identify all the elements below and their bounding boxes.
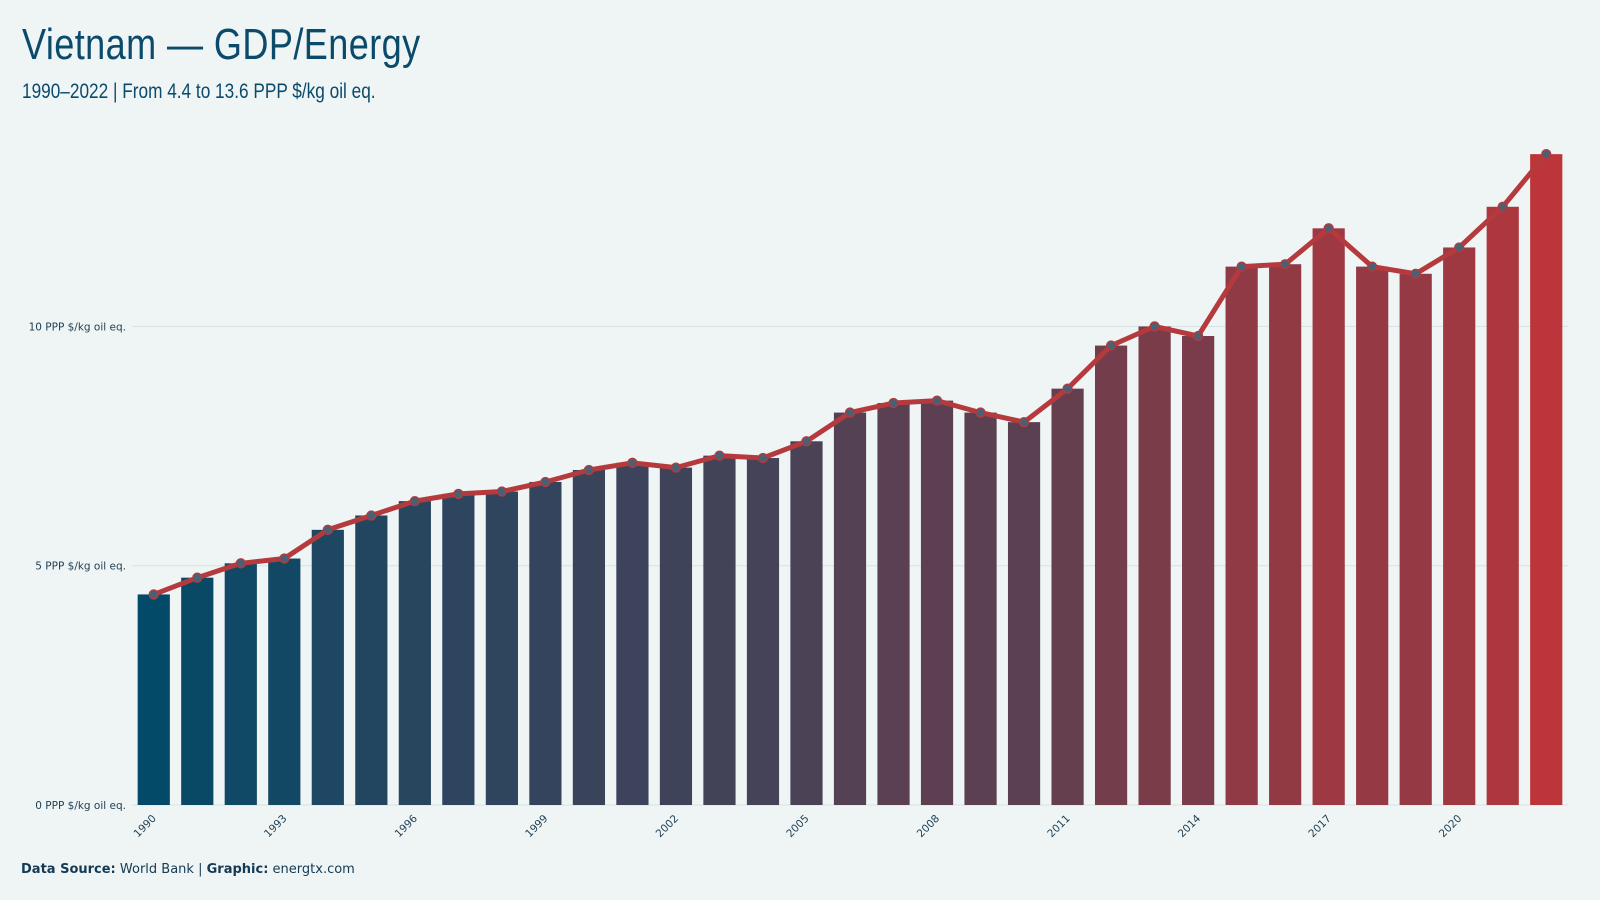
bar-2007 [877,403,910,805]
bar-2011 [1051,388,1084,805]
marker-2014 [1192,330,1204,342]
bar-2004 [746,458,780,805]
marker-2007 [888,397,899,409]
bar-1993 [268,558,301,805]
bar-1991 [181,577,214,805]
chart-subtitle: 1990–2022 | From 4.4 to 13.6 PPP $/kg oi… [22,80,376,103]
marker-2012 [1105,340,1117,351]
bar-2014 [1182,336,1215,805]
marker-1998 [496,486,508,497]
bar-1992 [224,563,257,805]
bar-2018 [1356,266,1389,805]
bar-2012 [1094,345,1128,805]
x-tick-label: 1993 [262,813,289,840]
marker-1990 [148,589,159,600]
marker-1993 [279,553,290,564]
bar-1999 [529,481,562,805]
bar-2008 [920,400,954,805]
bar-2001 [616,462,649,805]
source-label: Data Source: [21,862,116,877]
marker-2003 [714,450,725,461]
marker-2020 [1454,242,1465,253]
bar-1994 [311,529,344,805]
bars [137,154,1563,806]
marker-1996 [409,495,420,507]
y-tick-label: 5 PPP $/kg oil eq. [35,561,126,573]
marker-2000 [583,464,595,476]
x-tick-label: 1990 [131,813,158,840]
y-tick-label: 10 PPP $/kg oil eq. [29,321,126,333]
x-tick-label: 1996 [393,812,421,840]
bar-2019 [1399,273,1432,805]
bar-2005 [790,441,823,805]
bar-2000 [572,470,606,805]
bar-2002 [659,467,693,805]
marker-2016 [1280,259,1291,270]
marker-2001 [627,457,638,468]
marker-2009 [975,407,986,418]
graphic-value: energtx.com [272,862,355,877]
bar-2021 [1486,206,1519,806]
marker-2008 [931,395,943,406]
graphic-label: Graphic: [206,862,269,877]
marker-2015 [1236,261,1247,272]
marker-2011 [1062,383,1073,394]
x-tick-label: 2011 [1045,813,1072,840]
chart-title: Vietnam — GDP/Energy [22,20,421,69]
bar-2010 [1007,422,1041,805]
marker-2022 [1541,148,1552,160]
x-tick-label: 2014 [1176,812,1204,840]
marker-2004 [757,452,769,464]
bar-1995 [355,515,388,805]
x-tick-label: 2017 [1306,813,1333,840]
bar-2006 [833,412,867,805]
bar-2016 [1269,264,1302,805]
bar-2017 [1312,228,1345,806]
marker-1992 [235,558,246,569]
bar-1997 [442,493,475,805]
bar-2009 [964,412,997,805]
bar-2015 [1225,266,1258,805]
x-tick-label: 2002 [654,813,681,840]
marker-1997 [453,488,464,500]
marker-1999 [540,476,551,488]
x-tick-label: 2008 [915,813,942,840]
caption-separator: | [198,862,203,877]
marker-2010 [1018,416,1030,428]
bar-2013 [1138,326,1171,805]
bar-2020 [1443,247,1476,805]
x-axis-tick-labels: 1990 1993 1996 1999 2002 2005 2008 2011 2014 2017… [131,812,1464,840]
source-caption: Data Source: World Bank | Graphic: energ… [21,862,355,877]
marker-2005 [801,436,812,447]
marker-1994 [322,524,333,535]
bar-1996 [398,501,431,805]
bar-2003 [703,455,736,805]
marker-2017 [1323,223,1334,234]
x-tick-label: 2020 [1437,813,1464,840]
y-tick-label: 0 PPP $/kg oil eq. [35,800,126,812]
marker-2002 [670,462,682,473]
marker-1991 [192,572,203,583]
bar-1998 [485,491,518,805]
marker-2013 [1149,321,1160,332]
line-markers [148,148,1552,600]
x-tick-label: 1999 [523,813,550,840]
bar-1990 [137,594,170,805]
marker-2021 [1497,201,1508,212]
bar-2022 [1530,154,1563,806]
marker-1995 [366,510,377,521]
marker-2006 [844,407,856,418]
x-tick-label: 2005 [784,813,811,840]
y-axis-tick-labels: 0 PPP $/kg oil eq. 5 PPP $/kg oil eq. 10 P… [29,321,126,812]
marker-2018 [1367,261,1378,272]
marker-2019 [1410,268,1421,279]
source-value: World Bank [119,862,194,877]
